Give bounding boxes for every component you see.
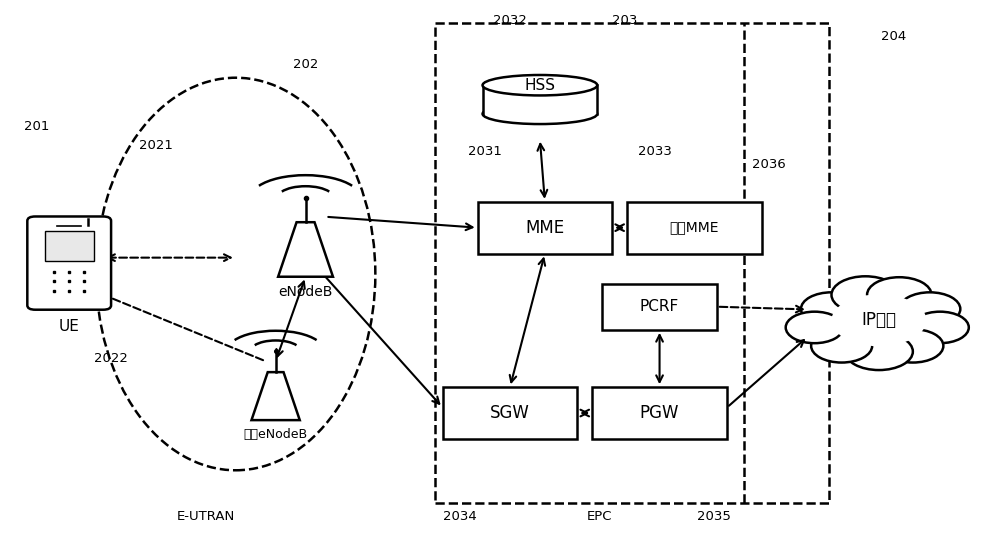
FancyBboxPatch shape xyxy=(27,216,111,310)
Text: E-UTRAN: E-UTRAN xyxy=(177,510,235,523)
Text: SGW: SGW xyxy=(490,404,530,422)
Circle shape xyxy=(845,333,913,370)
Text: 其它MME: 其它MME xyxy=(670,221,719,235)
Text: 2031: 2031 xyxy=(468,145,502,158)
Text: 204: 204 xyxy=(881,30,907,43)
Polygon shape xyxy=(251,372,300,420)
Ellipse shape xyxy=(483,75,597,95)
Circle shape xyxy=(831,276,899,313)
Text: IP业务: IP业务 xyxy=(861,311,896,329)
FancyBboxPatch shape xyxy=(443,387,577,439)
Circle shape xyxy=(831,294,926,346)
Text: 202: 202 xyxy=(293,58,318,71)
Text: 2032: 2032 xyxy=(493,14,527,27)
Circle shape xyxy=(899,292,960,326)
Text: 2034: 2034 xyxy=(443,510,477,523)
Circle shape xyxy=(786,312,843,343)
Polygon shape xyxy=(278,222,333,277)
Circle shape xyxy=(867,277,931,312)
Text: MME: MME xyxy=(525,219,564,237)
Bar xyxy=(45,231,94,260)
FancyBboxPatch shape xyxy=(627,202,762,254)
Text: 203: 203 xyxy=(612,14,637,27)
Text: 其它eNodeB: 其它eNodeB xyxy=(244,429,308,441)
Ellipse shape xyxy=(483,104,597,124)
Text: HSS: HSS xyxy=(524,78,555,93)
Text: 201: 201 xyxy=(24,121,49,133)
Circle shape xyxy=(882,329,943,363)
Bar xyxy=(483,75,597,114)
Text: eNodeB: eNodeB xyxy=(278,285,333,299)
Text: 2035: 2035 xyxy=(697,510,731,523)
Text: 2022: 2022 xyxy=(94,352,128,365)
Text: 2033: 2033 xyxy=(638,145,672,158)
Circle shape xyxy=(911,312,969,343)
FancyBboxPatch shape xyxy=(592,387,727,439)
Circle shape xyxy=(811,329,872,363)
Text: PGW: PGW xyxy=(640,404,679,422)
Text: UE: UE xyxy=(59,319,80,334)
Text: 2036: 2036 xyxy=(752,158,786,172)
Text: EPC: EPC xyxy=(587,510,612,523)
Text: PCRF: PCRF xyxy=(640,299,679,314)
FancyBboxPatch shape xyxy=(602,283,717,330)
Circle shape xyxy=(801,292,862,326)
FancyBboxPatch shape xyxy=(478,202,612,254)
Text: 2021: 2021 xyxy=(139,139,173,152)
